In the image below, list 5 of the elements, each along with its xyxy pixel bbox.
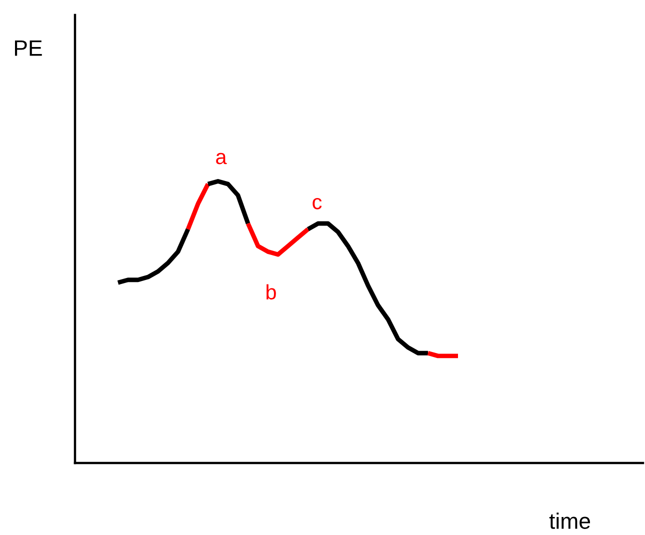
- text: a: [216, 152, 227, 164]
- annotation: b: [266, 284, 276, 300]
- annotation: c: [312, 198, 322, 210]
- text: PE: [15, 40, 42, 56]
- x-axis-title: time: [549, 512, 590, 529]
